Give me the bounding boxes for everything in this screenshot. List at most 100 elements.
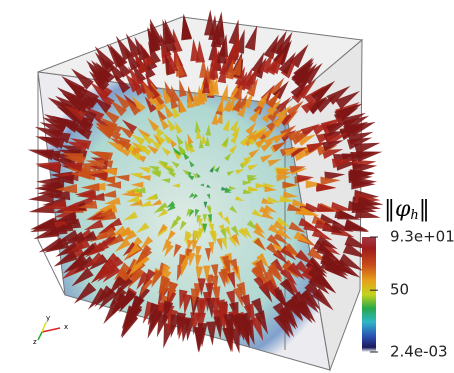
arrow <box>166 230 176 242</box>
arrow <box>243 303 256 327</box>
arrow <box>294 152 312 162</box>
colorbar-scale <box>362 237 376 352</box>
arrow <box>151 269 164 288</box>
arrow <box>198 218 203 228</box>
arrow <box>185 141 192 152</box>
arrow <box>330 220 354 232</box>
arrow <box>222 118 230 132</box>
arrow <box>317 183 337 192</box>
colorbar-title: ‖φh‖ <box>384 197 430 223</box>
arrow <box>282 191 299 199</box>
arrow <box>253 275 267 295</box>
arrow <box>314 219 336 231</box>
arrow <box>53 211 77 222</box>
arrow <box>294 68 314 90</box>
arrow <box>265 242 281 258</box>
arrow <box>192 193 198 200</box>
arrow <box>246 65 259 86</box>
arrow <box>176 56 185 77</box>
arrow <box>62 93 86 112</box>
arrow <box>242 189 253 194</box>
arrow <box>182 169 190 176</box>
arrow <box>146 144 159 155</box>
arrow <box>85 160 105 169</box>
arrow <box>203 265 211 282</box>
arrow <box>250 130 263 143</box>
arrow <box>35 161 61 173</box>
arrow <box>187 92 195 109</box>
arrow <box>272 113 288 129</box>
arrow <box>64 79 88 100</box>
arrow <box>210 22 222 48</box>
arrow <box>284 243 302 258</box>
arrow <box>130 181 144 188</box>
arrow <box>226 170 235 176</box>
arrow <box>98 288 118 310</box>
arrow <box>316 145 338 156</box>
arrow <box>206 205 211 213</box>
arrow <box>80 183 100 192</box>
arrow <box>246 220 258 231</box>
arrow <box>199 183 204 187</box>
arrow <box>211 264 219 281</box>
arrow <box>344 220 370 233</box>
arrow <box>130 267 145 286</box>
x-label: x <box>64 323 68 331</box>
arrow <box>77 200 98 209</box>
arrow <box>311 227 333 241</box>
arrow <box>183 294 192 315</box>
arrow <box>261 210 275 220</box>
arrow <box>220 267 228 285</box>
arrow <box>179 220 187 231</box>
arrow <box>233 286 243 308</box>
arrow <box>53 250 78 267</box>
arrow <box>254 310 268 335</box>
arrow <box>182 151 190 160</box>
arrow <box>223 216 231 226</box>
arrow <box>150 308 163 333</box>
arrow <box>296 174 315 183</box>
arrow <box>38 183 63 194</box>
arrow <box>202 214 208 223</box>
colorbar-tick-label: 2.4e-03 <box>390 343 448 361</box>
arrow <box>144 96 158 113</box>
arrow <box>346 137 373 150</box>
arrow <box>197 88 206 105</box>
arrow <box>220 84 228 102</box>
arrow <box>97 222 116 234</box>
arrow <box>125 243 141 259</box>
arrow <box>123 211 138 221</box>
arrow <box>86 60 107 83</box>
arrow <box>265 90 281 109</box>
arrow <box>110 292 129 316</box>
arrow <box>76 243 98 259</box>
arrow <box>233 316 245 342</box>
arrow <box>161 146 171 156</box>
arrow <box>278 52 296 75</box>
arrow <box>233 81 243 100</box>
arrow <box>196 128 202 140</box>
arrow <box>248 148 260 158</box>
arrow <box>181 13 192 40</box>
arrow <box>237 102 247 118</box>
arrow <box>272 41 290 66</box>
arrow <box>188 252 196 267</box>
arrow <box>114 238 131 253</box>
arrow <box>334 104 359 121</box>
arrow <box>296 79 317 99</box>
arrow <box>266 99 282 116</box>
arrow <box>204 9 216 36</box>
arrow <box>119 290 136 313</box>
arrow <box>179 97 187 114</box>
arrow <box>172 146 181 157</box>
arrow <box>133 52 149 75</box>
arrow <box>235 169 245 175</box>
arrow <box>272 220 288 232</box>
arrow <box>276 227 292 240</box>
arrow <box>306 142 326 153</box>
arrow <box>187 175 194 181</box>
arrow <box>100 252 119 270</box>
z-label: z <box>33 338 37 346</box>
arrow <box>279 278 297 299</box>
arrow <box>247 164 259 171</box>
